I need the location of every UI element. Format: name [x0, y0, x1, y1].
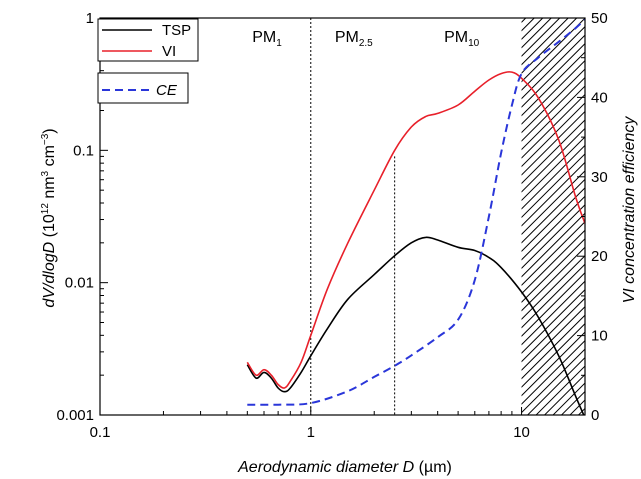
- x-tick-label: 1: [307, 424, 315, 441]
- region-label-pm10: PM10: [444, 29, 480, 49]
- y-axis-left: 0.001 0.01 0.1 1: [56, 10, 108, 424]
- y-axis-right: 0 10 20 30 40 50: [577, 10, 608, 424]
- y2-axis-title: VI concentration efficiency: [621, 116, 638, 304]
- y2-tick-label: 10: [591, 328, 608, 345]
- x-tick-label: 10: [513, 424, 530, 441]
- region-label-pm1: PM1: [252, 29, 282, 49]
- y-tick-label: 0.001: [56, 407, 94, 424]
- legend-label-ce: CE: [156, 82, 178, 99]
- y2-tick-label: 50: [591, 10, 608, 27]
- y-tick-label: 0.01: [65, 275, 94, 292]
- y2-tick-label: 0: [591, 407, 599, 424]
- x-tick-label: 0.1: [90, 424, 111, 441]
- x-axis: 0.1 1 10: [90, 407, 530, 441]
- legend: TSP VI CE: [97, 18, 199, 104]
- legend-label-tsp: TSP: [162, 22, 191, 39]
- region-label-pm2-5: PM2.5: [335, 29, 373, 49]
- series-line-tsp: [246, 236, 585, 415]
- y2-tick-label: 40: [591, 89, 608, 106]
- legend-label-vi: VI: [162, 43, 176, 60]
- y-tick-label: 0.1: [73, 142, 94, 159]
- y2-tick-label: 30: [591, 169, 608, 186]
- y-axis-title: dV/dlogD (1012 nm3 cm−3): [40, 128, 58, 307]
- y-tick-label: 1: [86, 10, 94, 27]
- y2-tick-label: 20: [591, 248, 608, 265]
- x-axis-title: Aerodynamic diameter D (µm): [237, 459, 452, 476]
- series-line-ce: [247, 18, 585, 406]
- hatched-region: [521, 18, 585, 415]
